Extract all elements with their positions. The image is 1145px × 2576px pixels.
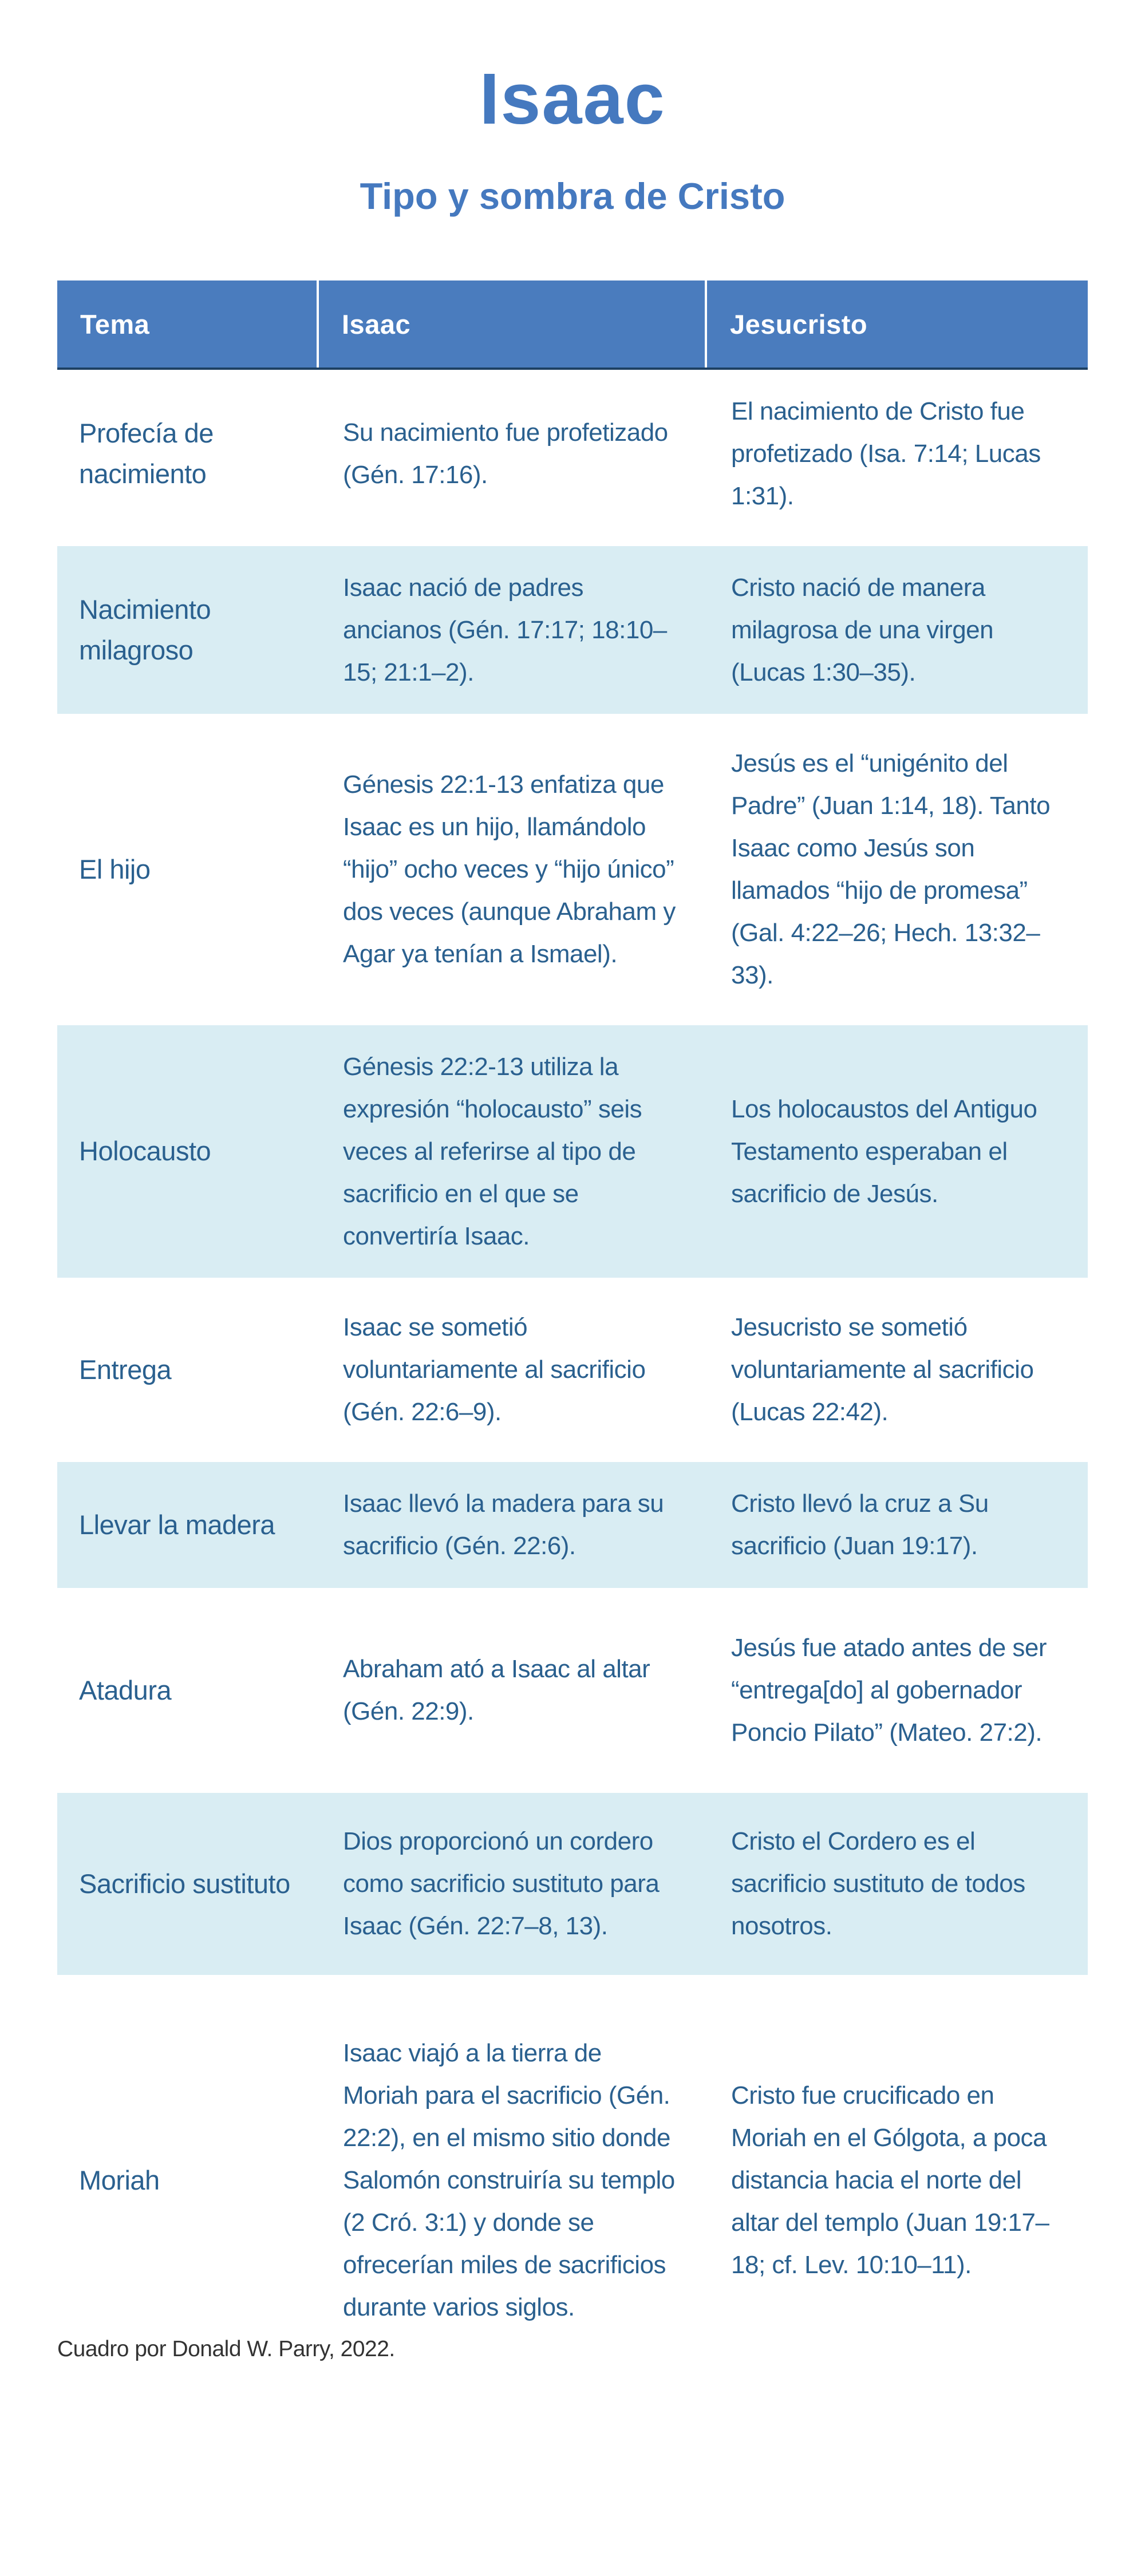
table-row: Entrega Isaac se sometió voluntariamente…	[57, 1286, 1088, 1454]
isaac-cell: Génesis 22:2-13 utiliza la expresión “ho…	[343, 1052, 642, 1250]
jesucristo-cell: Cristo fue crucificado en Moriah en el G…	[731, 2081, 1049, 2279]
jesucristo-cell: Cristo el Cordero es el sacrificio susti…	[731, 1827, 1025, 1940]
jesucristo-cell: Jesús fue atado antes de ser “entrega[do…	[731, 1634, 1047, 1747]
table-row: Profecía de nacimiento Su nacimiento fue…	[57, 370, 1088, 538]
tema-cell: Profecía de nacimiento	[79, 418, 214, 489]
table-row: Llevar la madera Isaac llevó la madera p…	[57, 1462, 1088, 1588]
table-row: Holocausto Génesis 22:2-13 utiliza la ex…	[57, 1025, 1088, 1278]
tema-cell: Holocausto	[79, 1136, 211, 1167]
table-row: El hijo Génesis 22:1-13 enfatiza que Isa…	[57, 722, 1088, 1017]
tema-cell: Sacrificio sustituto	[79, 1868, 290, 1899]
page-title: Isaac	[479, 58, 666, 139]
jesucristo-cell: Jesús es el “unigénito del Padre” (Juan …	[731, 749, 1051, 989]
tema-cell: Entrega	[79, 1354, 172, 1385]
isaac-cell: Isaac se sometió voluntariamente al sacr…	[343, 1313, 646, 1427]
table-header-row: Tema Isaac Jesucristo	[57, 280, 1088, 370]
column-header-isaac: Isaac	[317, 280, 705, 368]
jesucristo-cell: El nacimiento de Cristo fue profetizado …	[731, 397, 1041, 510]
table-row: Moriah Isaac viajó a la tierra de Moriah…	[57, 1983, 1088, 2378]
table-row: Nacimiento milagroso Isaac nació de padr…	[57, 546, 1088, 714]
isaac-cell: Isaac viajó a la tierra de Moriah para e…	[343, 2039, 675, 2321]
tema-cell: Nacimiento milagroso	[79, 594, 211, 665]
tema-cell: El hijo	[79, 854, 151, 884]
tema-cell: Atadura	[79, 1674, 172, 1705]
tema-cell: Moriah	[79, 2164, 160, 2195]
isaac-cell: Isaac nació de padres ancianos (Gén. 17:…	[343, 573, 667, 686]
isaac-cell: Dios proporcionó un cordero como sacrifi…	[343, 1827, 660, 1940]
page-subtitle: Tipo y sombra de Cristo	[360, 175, 785, 217]
jesucristo-cell: Cristo nació de manera milagrosa de una …	[731, 573, 994, 686]
comparison-table: Tema Isaac Jesucristo Profecía de nacimi…	[57, 280, 1088, 2378]
tema-cell: Llevar la madera	[79, 1509, 275, 1540]
jesucristo-cell: Cristo llevó la cruz a Su sacrificio (Ju…	[731, 1490, 989, 1560]
column-header-tema: Tema	[80, 309, 150, 339]
isaac-cell: Isaac llevó la madera para su sacrificio…	[343, 1490, 664, 1560]
isaac-cell: Génesis 22:1-13 enfatiza que Isaac es un…	[343, 771, 676, 969]
table-row: Sacrificio sustituto Dios proporcionó un…	[57, 1792, 1088, 1975]
jesucristo-cell: Los holocaustos del Antiguo Testamento e…	[731, 1095, 1037, 1208]
isaac-cell: Abraham ató a Isaac al altar (Gén. 22:9)…	[343, 1655, 650, 1725]
isaac-cell: Su nacimiento fue profetizado (Gén. 17:1…	[343, 418, 668, 489]
table-row: Atadura Abraham ató a Isaac al altar (Gé…	[57, 1596, 1088, 1785]
attribution-text: Cuadro por Donald W. Parry, 2022.	[57, 2337, 395, 2361]
jesucristo-cell: Jesucristo se sometió voluntariamente al…	[731, 1313, 1034, 1427]
column-header-jesucristo: Jesucristo	[705, 280, 1088, 368]
